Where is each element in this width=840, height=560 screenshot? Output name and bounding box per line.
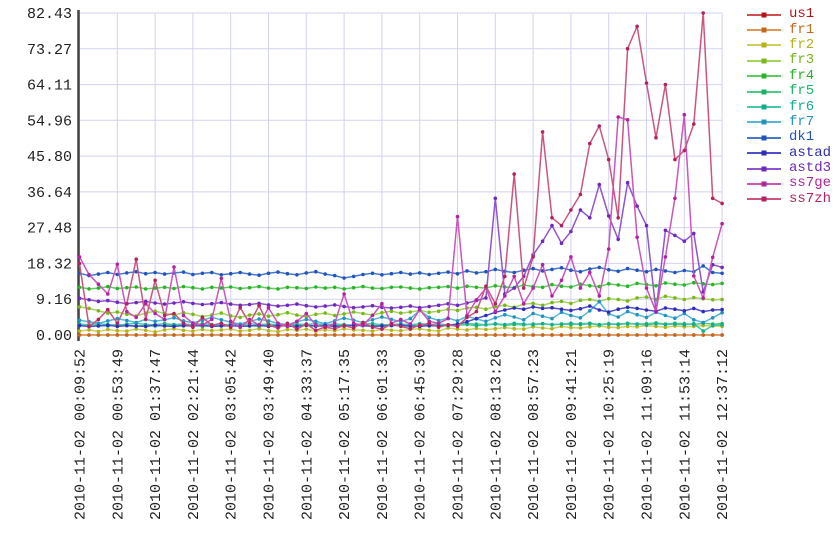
series-line-ss7ge: [78, 114, 723, 329]
x-axis-tick-label: 2010-11-02 09:41:21: [564, 349, 581, 520]
x-axis-tick-label: 2010-11-02 11:53:14: [677, 349, 694, 520]
legend-label: astad: [789, 144, 832, 161]
legend: us1 fr1 fr2 fr3 fr4 fr5 fr6 fr7 dk1 astad astd3 ss7…: [747, 7, 840, 207]
series-markers-fr4: [77, 280, 724, 291]
legend-marker-dot: [761, 166, 767, 172]
legend-line-swatch: [747, 181, 781, 187]
series-markers-ss7zh: [77, 11, 724, 333]
y-axis-tick-label: 27.48: [27, 221, 72, 238]
legend-item-fr2: fr2: [747, 36, 840, 53]
legend-item-fr3: fr3: [747, 53, 840, 68]
y-axis-tick-label: 64.11: [27, 78, 72, 95]
x-axis-tick-label: 2010-11-02 11:09:16: [640, 349, 657, 520]
x-axis-tick-label: 2010-11-02 00:53:49: [110, 349, 127, 520]
legend-marker-dot: [761, 181, 767, 187]
legend-marker-dot: [761, 73, 767, 79]
x-axis-tick-label: 2010-11-02 08:57:23: [526, 349, 543, 520]
x-axis-tick-label: 2010-11-02 06:01:33: [375, 349, 392, 520]
series-markers-ss7ge: [77, 112, 724, 330]
series-markers-fr1: [77, 333, 724, 337]
legend-item-astad: astad: [747, 144, 840, 161]
x-axis-tick-label: 2010-11-02 03:05:42: [224, 349, 241, 520]
x-axis-tick-label: 2010-11-02 02:21:44: [186, 349, 203, 520]
legend-label: dk1: [789, 129, 815, 146]
x-axis-tick-label: 2010-11-02 03:49:40: [262, 349, 279, 520]
series-markers-astd3: [77, 180, 724, 314]
legend-marker-dot: [761, 58, 767, 64]
legend-label: fr6: [789, 98, 815, 115]
x-axis-tick-label: 2010-11-02 12:37:12: [715, 349, 732, 520]
legend-label: fr3: [789, 52, 815, 69]
series-line-ss7zh: [78, 12, 723, 332]
legend-label: astd3: [789, 160, 832, 177]
y-axis-tick-label: 73.27: [27, 42, 72, 59]
legend-marker-dot: [761, 42, 767, 48]
legend-line-swatch: [747, 42, 781, 48]
y-axis-tick-label: 9.16: [36, 292, 72, 309]
x-axis-tick-label: 2010-11-02 06:45:30: [413, 349, 430, 520]
legend-marker-dot: [761, 150, 767, 156]
legend-item-fr4: fr4: [747, 67, 840, 84]
x-axis-tick-label: 2010-11-02 10:25:19: [602, 349, 619, 520]
legend-line-swatch: [747, 12, 781, 18]
y-axis-tick-label: 45.80: [27, 149, 72, 166]
legend-label: us1: [789, 6, 815, 23]
legend-line-swatch: [747, 166, 781, 172]
legend-line-swatch: [747, 196, 781, 202]
legend-label: fr5: [789, 83, 815, 100]
legend-label: fr2: [789, 36, 815, 53]
series-line-astd3: [79, 179, 723, 312]
y-axis-tick-label: 18.32: [27, 256, 72, 273]
x-axis-tick-label: 2010-11-02 04:33:37: [299, 349, 316, 520]
x-axis-tick-label: 2010-11-02 05:17:35: [337, 349, 354, 520]
x-axis-tick-label: 2010-11-02 07:29:28: [451, 349, 468, 520]
legend-line-swatch: [747, 119, 781, 125]
legend-line-swatch: [747, 150, 781, 156]
legend-marker-dot: [761, 119, 767, 125]
legend-item-fr5: fr5: [747, 84, 840, 99]
legend-line-swatch: [747, 135, 781, 141]
x-axis-tick-label: 2010-11-02 08:13:26: [488, 349, 505, 520]
y-axis-tick-label: 0.00: [36, 328, 72, 345]
legend-label: ss7zh: [789, 190, 832, 207]
legend-item-ss7ge: ss7ge: [747, 176, 840, 191]
legend-line-swatch: [747, 27, 781, 33]
legend-label: fr1: [789, 21, 815, 38]
y-axis-tick-label: 54.96: [27, 113, 72, 130]
legend-item-fr6: fr6: [747, 99, 840, 114]
legend-marker-dot: [761, 104, 767, 110]
x-axis-tick-label: 2010-11-02 00:09:52: [73, 349, 90, 520]
legend-marker-dot: [761, 27, 767, 33]
legend-marker-dot: [761, 89, 767, 95]
y-axis-tick-label: 36.64: [27, 185, 72, 202]
y-axis-tick-label: 82.43: [27, 6, 72, 23]
legend-item-fr7: fr7: [747, 113, 840, 130]
legend-marker-dot: [761, 12, 767, 18]
legend-item-ss7zh: ss7zh: [747, 190, 840, 207]
legend-line-swatch: [747, 89, 781, 95]
legend-line-swatch: [747, 104, 781, 110]
legend-label: fr7: [789, 113, 815, 130]
series-markers-dk1: [77, 264, 724, 280]
legend-label: ss7ge: [789, 175, 832, 192]
legend-item-fr1: fr1: [747, 22, 840, 37]
legend-line-swatch: [747, 73, 781, 79]
legend-item-dk1: dk1: [747, 130, 840, 145]
x-axis-tick-label: 2010-11-02 01:37:47: [148, 349, 165, 520]
legend-item-astd3: astd3: [747, 161, 840, 176]
legend-marker-dot: [761, 196, 767, 202]
legend-label: fr4: [789, 67, 815, 84]
legend-item-us1: us1: [747, 7, 840, 22]
legend-marker-dot: [761, 135, 767, 141]
legend-line-swatch: [747, 58, 781, 64]
